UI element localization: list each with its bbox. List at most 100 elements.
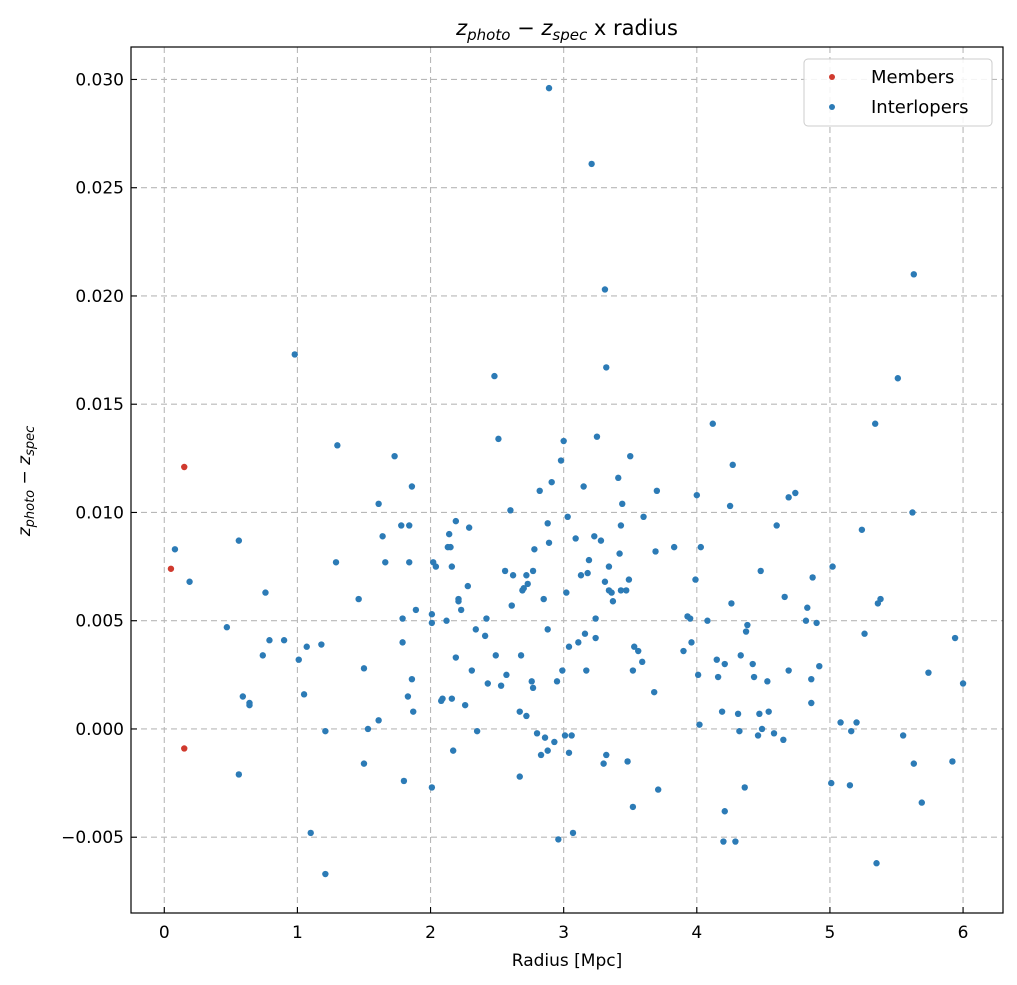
data-point-interlopers <box>603 364 610 371</box>
data-point-interlopers <box>445 530 453 538</box>
data-point-interlopers <box>680 647 687 655</box>
data-point-interlopers <box>497 682 505 689</box>
data-point-interlopers <box>398 522 405 529</box>
data-point-interlopers <box>697 543 704 551</box>
legend-marker-interlopers <box>829 104 835 110</box>
data-point-interlopers <box>785 667 792 674</box>
data-point-interlopers <box>449 747 457 754</box>
data-point-interlopers <box>813 619 820 627</box>
data-point-interlopers <box>792 489 799 497</box>
data-point-interlopers <box>588 160 595 168</box>
data-point-interlopers <box>560 437 567 445</box>
data-point-interlopers <box>692 576 699 583</box>
data-point-interlopers <box>355 595 362 603</box>
data-point-interlopers <box>577 572 585 579</box>
data-point-interlopers <box>531 546 538 553</box>
data-point-interlopers <box>399 639 406 646</box>
x-tick-label: 5 <box>825 923 836 943</box>
data-point-interlopers <box>809 574 816 581</box>
data-point-interlopers <box>909 509 916 516</box>
data-point-interlopers <box>468 667 476 674</box>
data-point-interlopers <box>483 615 490 622</box>
data-point-interlopers <box>732 838 739 845</box>
data-point-interlopers <box>583 667 590 674</box>
data-point-interlopers <box>408 483 416 490</box>
data-point-interlopers <box>651 688 658 696</box>
data-point-interlopers <box>693 491 701 499</box>
data-point-interlopers <box>584 569 591 577</box>
x-tick-label: 6 <box>958 923 969 943</box>
data-point-interlopers <box>524 580 531 588</box>
data-point-interlopers <box>259 652 266 659</box>
data-point-interlopers <box>439 695 446 702</box>
data-point-interlopers <box>559 667 566 674</box>
data-point-interlopers <box>432 563 440 570</box>
data-point-interlopers <box>750 673 758 681</box>
data-point-interlopers <box>406 559 413 566</box>
data-point-interlopers <box>861 630 868 637</box>
data-point-interlopers <box>412 606 420 614</box>
data-point-interlopers <box>491 372 498 380</box>
legend-marker-members <box>829 74 835 80</box>
data-point-interlopers <box>910 760 918 767</box>
x-axis-label: Radius [Mpc] <box>512 951 622 971</box>
data-point-interlopers <box>593 433 601 440</box>
data-point-interlopers <box>523 712 530 720</box>
axis-ticks: 0 1 2 3 4 5 6 −0.005 0.000 0.005 0.010 0.015 0.020 0.… <box>61 70 968 943</box>
data-point-interlopers <box>391 452 398 460</box>
data-point-interlopers <box>654 786 662 793</box>
data-point-interlopers <box>639 658 646 666</box>
x-tick-label: 4 <box>691 923 702 943</box>
data-point-interlopers <box>544 747 551 754</box>
y-tick-label: 0.020 <box>75 287 124 307</box>
x-tick-label: 0 <box>159 923 170 943</box>
data-point-interlopers <box>629 803 637 811</box>
data-point-interlopers <box>492 652 499 659</box>
data-point-interlopers <box>781 593 788 601</box>
data-point-interlopers <box>721 660 728 668</box>
data-point-interlopers <box>452 517 460 525</box>
data-point-interlopers <box>601 578 609 585</box>
data-point-interlopers <box>239 693 247 700</box>
data-point-interlopers <box>756 710 763 718</box>
data-point-interlopers <box>528 678 535 685</box>
data-point-interlopers <box>757 567 764 575</box>
data-point-interlopers <box>736 727 743 735</box>
data-point-interlopers <box>720 838 727 845</box>
data-point-interlopers <box>640 513 647 521</box>
data-point-interlopers <box>629 667 637 674</box>
data-point-interlopers <box>447 543 454 551</box>
data-point-interlopers <box>545 84 553 92</box>
data-point-interlopers <box>465 524 473 531</box>
data-point-interlopers <box>529 567 537 575</box>
x-tick-label: 2 <box>425 923 436 943</box>
data-point-interlopers <box>910 271 918 278</box>
data-point-interlopers <box>713 656 720 663</box>
data-point-interlopers <box>360 665 368 672</box>
legend-label-interlopers: Interlopers <box>871 97 969 118</box>
data-point-interlopers <box>816 662 823 670</box>
data-point-interlopers <box>704 617 711 624</box>
data-point-interlopers <box>754 732 762 739</box>
chart-title: zphoto − zspec x radius <box>455 16 678 44</box>
data-point-interlopers <box>694 671 702 679</box>
y-tick-label: 0.030 <box>75 70 124 90</box>
y-tick-label: 0.005 <box>75 612 124 632</box>
grid-lines <box>131 47 1003 913</box>
data-point-interlopers <box>186 578 193 585</box>
data-point-interlopers <box>764 678 771 685</box>
data-point-interlopers <box>509 572 517 579</box>
data-point-members <box>181 463 188 471</box>
data-point-interlopers <box>568 732 575 739</box>
x-tick-label: 3 <box>558 923 569 943</box>
data-point-interlopers <box>802 617 810 624</box>
data-point-interlopers <box>448 695 456 702</box>
data-point-interlopers <box>246 701 253 709</box>
data-point-interlopers <box>455 598 462 605</box>
data-point-interlopers <box>322 870 329 878</box>
data-point-interlopers <box>597 537 605 544</box>
data-point-interlopers <box>918 799 925 806</box>
data-point-interlopers <box>565 749 573 756</box>
data-points <box>167 84 967 878</box>
data-point-interlopers <box>495 435 502 443</box>
